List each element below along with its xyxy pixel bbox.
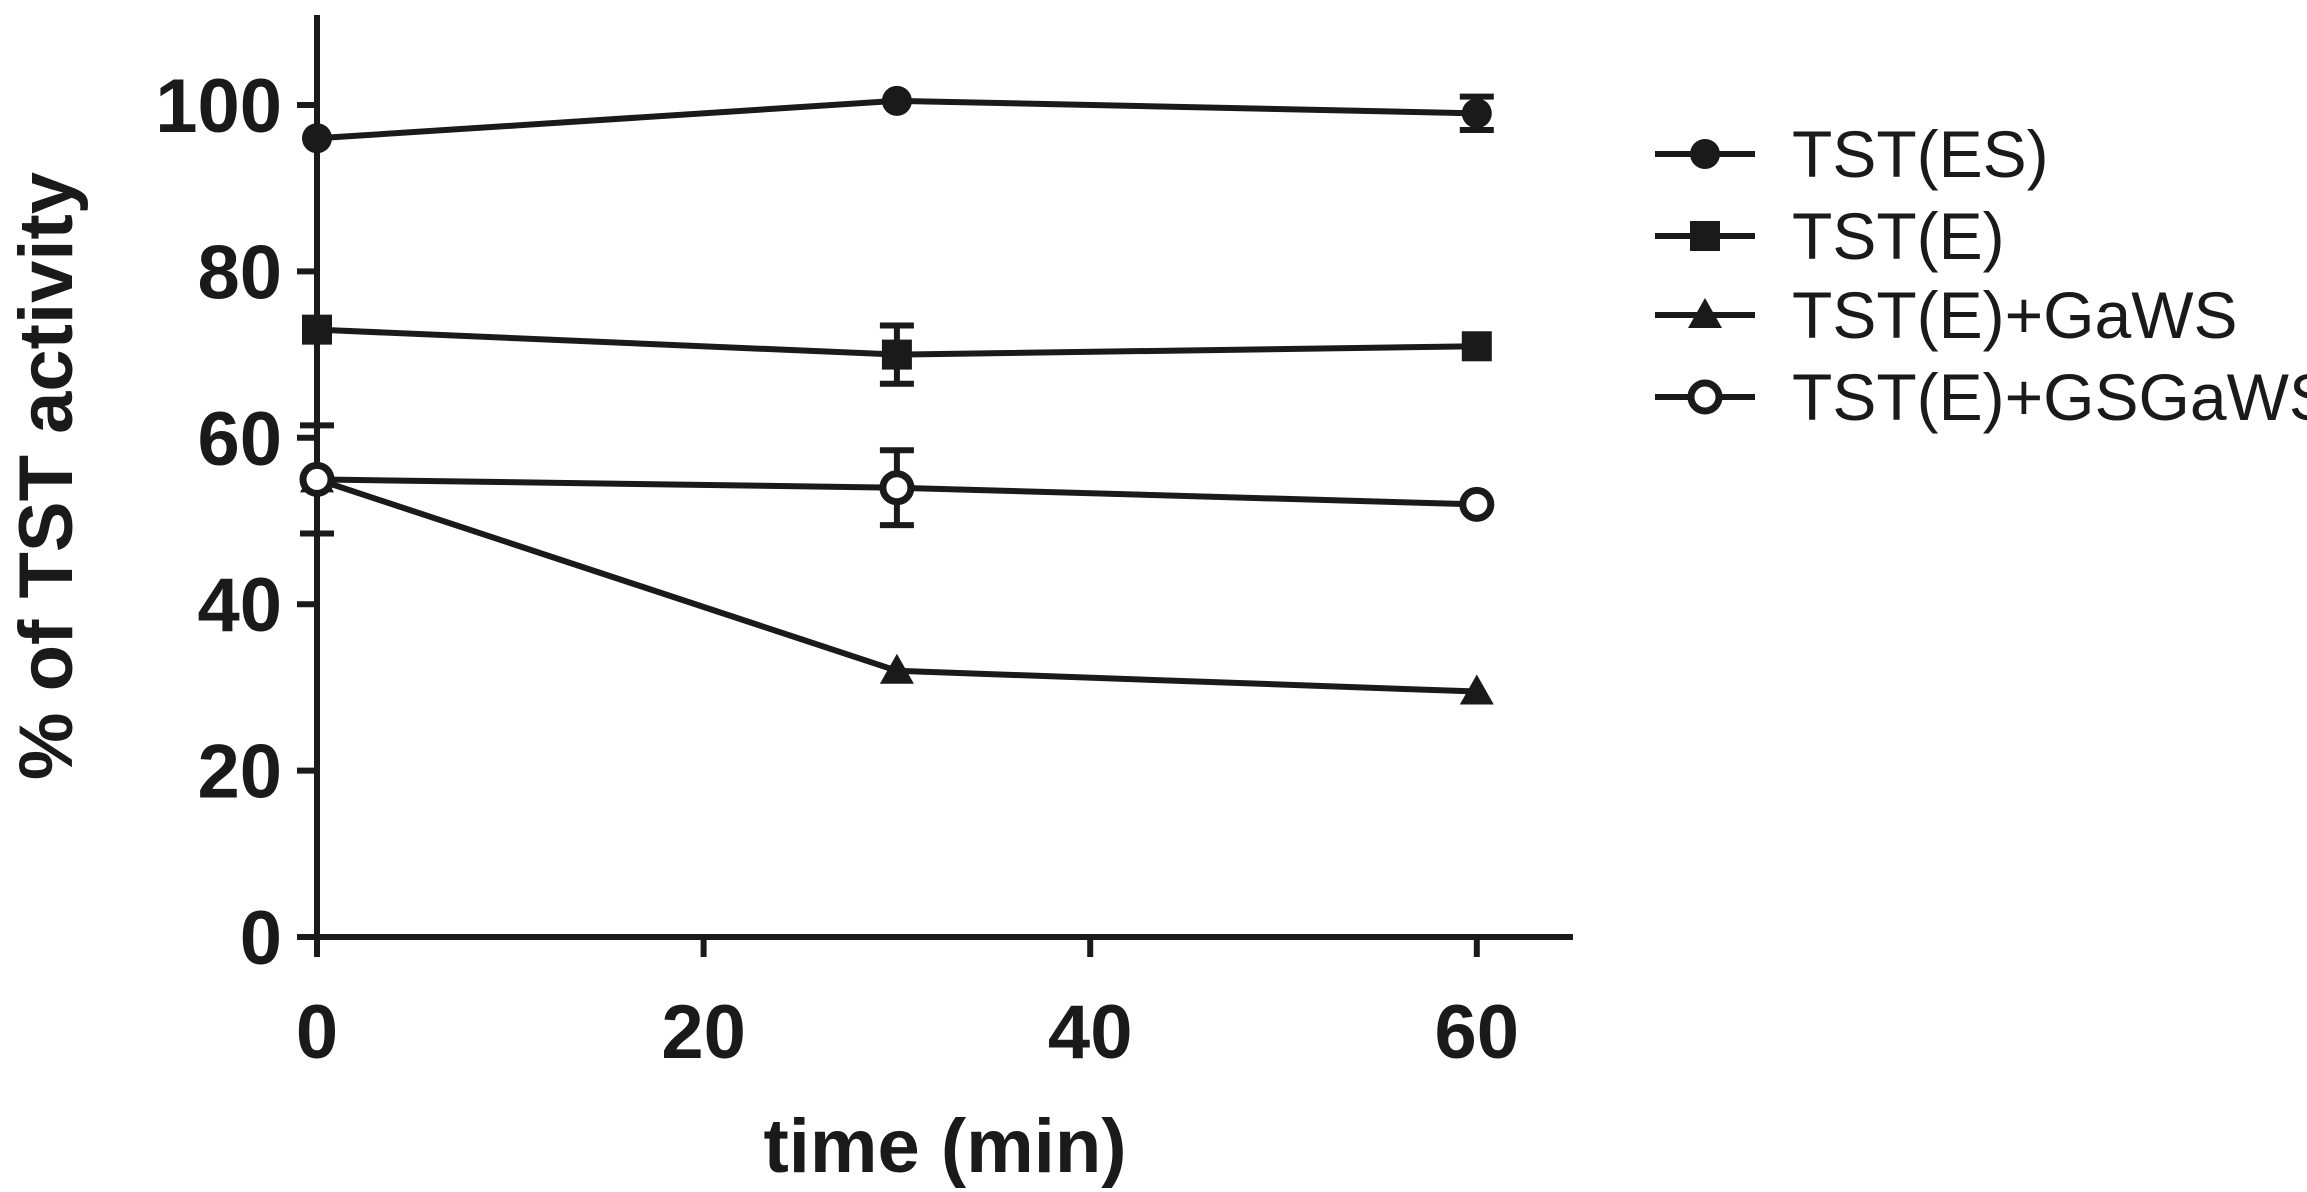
- legend-item: TST(E)+GSGaWS: [1655, 360, 2307, 434]
- legend-marker: [1690, 221, 1720, 251]
- legend-item: TST(E): [1655, 199, 2005, 273]
- y-tick-label: 0: [240, 896, 282, 981]
- y-axis-title: % of TST activity: [4, 172, 89, 780]
- legend-label: TST(E): [1792, 199, 2005, 273]
- legend-item: TST(ES): [1655, 117, 2049, 191]
- data-point: [879, 653, 914, 684]
- legend-label: TST(E)+GSGaWS: [1792, 360, 2307, 434]
- data-point: [1459, 486, 1495, 522]
- data-point: [1459, 674, 1494, 705]
- y-tick-label: 60: [197, 397, 282, 482]
- y-tick-label: 80: [197, 230, 282, 315]
- data-point: [879, 470, 915, 506]
- x-ticks: 0 20 40 60: [296, 937, 1519, 1075]
- series-4: [299, 422, 1495, 537]
- x-axis-title: time (min): [763, 1104, 1126, 1189]
- legend-marker: [1687, 379, 1723, 415]
- y-tick-label: 20: [197, 730, 282, 815]
- data-point: [1461, 331, 1492, 362]
- legend-label: TST(ES): [1792, 117, 2049, 191]
- data-point: [299, 461, 335, 497]
- data-point: [1461, 98, 1492, 129]
- data-point: [302, 314, 332, 345]
- x-tick-label: 60: [1435, 990, 1520, 1075]
- y-ticks: 0 20 40 60 80 100: [155, 64, 317, 981]
- x-tick-label: 20: [661, 990, 746, 1075]
- legend-marker: [1690, 139, 1720, 169]
- axes: [314, 15, 1573, 940]
- series-1: [302, 85, 1494, 154]
- data-point: [881, 85, 912, 116]
- x-tick-label: 40: [1048, 990, 1133, 1075]
- legend: TST(ES) TST(E)TST(E)+GaWS TST(E)+GSGaWS: [1655, 117, 2307, 434]
- y-tick-label: 100: [155, 64, 282, 149]
- legend-label: TST(E)+GaWS: [1792, 278, 2238, 352]
- legend-item: TST(E)+GaWS: [1655, 278, 2238, 352]
- legend-marker: [1688, 298, 1722, 328]
- series-layer: [299, 85, 1495, 705]
- y-tick-label: 40: [197, 563, 282, 648]
- series-2: [302, 314, 1492, 387]
- x-tick-label: 0: [296, 990, 338, 1075]
- data-point: [881, 339, 912, 370]
- data-point: [302, 123, 332, 154]
